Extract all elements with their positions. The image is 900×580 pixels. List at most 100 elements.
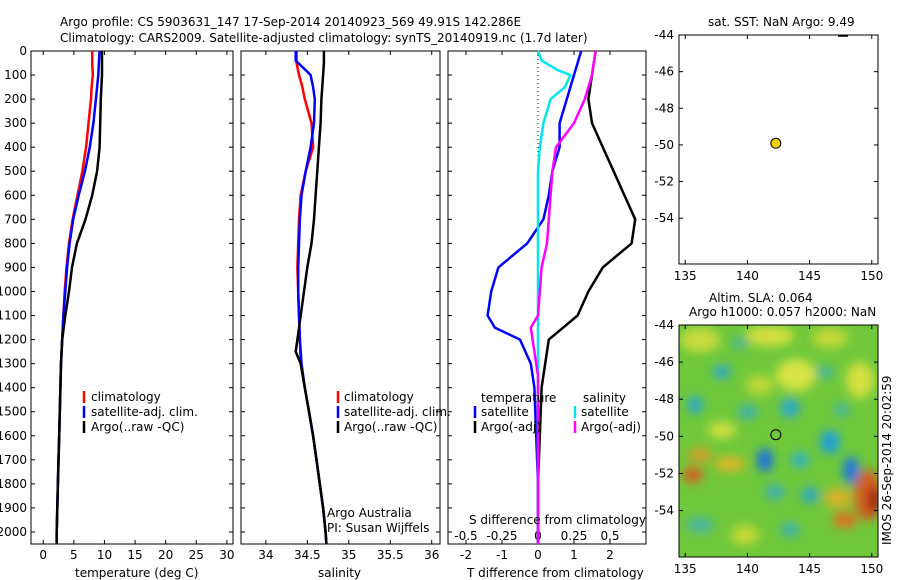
temperature-axis-label: temperature (deg C) [75,566,198,580]
x-tick-label: -1 [496,548,508,562]
lon-tick-label: 145 [798,269,821,283]
sla-map-title-line2: Argo h1000: 0.057 h2000: NaN [689,305,876,319]
lat-tick-label: -54 [654,211,674,225]
series-argo-raw-qc [55,51,104,544]
s-tick-label: 0.25 [561,529,588,543]
sla-heatmap [679,325,878,557]
x-tick-label: 20 [158,548,173,562]
legend-t-satellite: satellite [481,405,529,419]
sla-map-title-line1: Altim. SLA: 0.064 [709,291,813,305]
depth-tick-label: 800 [4,236,27,250]
credits-line2: PI: Susan Wijffels [327,521,429,535]
sla-heatmap-blobs [680,326,878,545]
depth-tick-label: 100 [4,68,27,82]
series-salinity-argo-adj [529,50,597,544]
legend-argo: Argo(..raw -QC) [91,420,184,434]
lon-tick-label: 145 [798,562,821,576]
temperature-series [55,50,104,544]
s-tick-label: 0.5 [600,529,619,543]
x-tick-label: 5 [70,548,78,562]
salinity-legend: climatology satellite-adj. clim. Argo(..… [336,390,451,434]
x-tick-label: 35 [341,548,356,562]
t-difference-axis-label: T difference from climatology [466,566,644,580]
sst-map-title: sat. SST: NaN Argo: 9.49 [708,15,855,29]
lat-tick-label: -50 [654,429,674,443]
depth-tick-label: 1700 [0,453,27,467]
salinity-panel-frame [240,50,441,545]
x-tick-label: 1 [570,548,578,562]
difference-legend: temperature salinity satellite Argo(-adj… [473,391,641,434]
depth-tick-label: 400 [4,140,27,154]
x-tick-label: 30 [219,548,234,562]
t-difference-axis: -2 -1 0 1 2 [460,51,614,562]
legend-temperature-title: temperature [481,391,556,405]
lat-tick-label: -46 [654,355,674,369]
s-tick-label: -0.5 [454,529,477,543]
salinity-series [294,51,328,545]
depth-tick-label: 1300 [0,357,27,371]
credits-line1: Argo Australia [327,506,412,520]
sst-map-axes: 135 140 145 150 -44 -46 -48 -50 -52 -54 [654,28,883,283]
x-tick-label: 10 [97,548,112,562]
depth-tick-label: 1100 [0,309,27,323]
depth-tick-label: 300 [4,116,27,130]
legend-s-argo: Argo(-adj) [581,420,641,434]
lat-tick-label: -46 [654,65,674,79]
lat-tick-label: -44 [654,28,674,42]
sst-map-panel: sat. SST: NaN Argo: 9.49 135 140 145 150 -44… [654,15,883,283]
depth-tick-label: 600 [4,188,27,202]
temperature-panel: 0100200300400500600700800900100011001200… [0,44,646,580]
legend-s-satellite: satellite [581,405,629,419]
salinity-axis: 34 34.5 35 35.5 36 [258,51,439,562]
series-salinity-satellite [536,50,572,544]
depth-tick-label: 1000 [0,284,27,298]
figure-title-line2: Climatology: CARS2009. Satellite-adjuste… [60,31,588,45]
lat-tick-label: -48 [654,101,674,115]
x-tick-label: 35.5 [377,548,404,562]
argo-position-marker [770,137,782,149]
depth-tick-label: 700 [4,212,27,226]
difference-panel-frame [447,50,647,545]
difference-series [486,50,637,544]
argo-position-marker [770,429,782,441]
series-temperature-satellite [486,50,583,544]
temperature-panel-frame [30,50,234,545]
legend-t-argo: Argo(-adj) [481,420,541,434]
lat-tick-label: -54 [654,504,674,518]
sla-map-frame [678,324,879,558]
lon-tick-label: 140 [736,269,759,283]
depth-tick-label: 1200 [0,333,27,347]
sst-map-frame [678,34,879,265]
x-tick-label: 0 [534,548,542,562]
depth-tick-label: 1900 [0,501,27,515]
depth-tick-label: 500 [4,164,27,178]
sst-map-markers [770,137,782,149]
lon-tick-label: 135 [674,562,697,576]
depth-tick-label: 1600 [0,429,27,443]
x-tick-label: 2 [606,548,614,562]
s-difference-axis: -0.5 -0.25 0 0.25 0.5 [454,529,619,543]
sla-map-panel: Altim. SLA: 0.064 Argo h1000: 0.057 h200… [654,291,894,576]
x-tick-label: 34.5 [294,548,321,562]
legend-salinity-title: salinity [583,391,626,405]
x-tick-label: 0 [39,548,47,562]
depth-axis: 0 100 200 300 400 500 600 700 800 900 1000 1100 1200… [0,44,646,539]
salinity-panel: 34 34.5 35 35.5 36 salinity climatology sate… [240,50,451,580]
depth-tick-label: 900 [4,260,27,274]
lon-tick-label: 140 [736,562,759,576]
depth-tick-label: 2000 [0,525,27,539]
x-tick-label: 34 [258,548,273,562]
sla-map-axes: 135 140 145 150 -44 -46 -48 -50 -52 -54 [654,318,883,576]
depth-tick-label: 1400 [0,381,27,395]
x-tick-label: 36 [424,548,439,562]
legend-climatology: climatology [344,390,414,404]
legend-climatology: climatology [91,390,161,404]
depth-tick-label: 1800 [0,477,27,491]
lon-tick-label: 150 [860,562,883,576]
temperature-axis: 0 5 10 15 20 25 30 [39,51,235,562]
difference-panel: -2 -1 0 1 2 -0.5 -0.25 0 0.25 0.5 S difference f… [447,50,647,580]
temperature-legend: climatology satellite-adj. clim. Argo(..… [82,390,198,434]
x-tick-label: 25 [189,548,204,562]
salinity-axis-label: salinity [318,566,361,580]
